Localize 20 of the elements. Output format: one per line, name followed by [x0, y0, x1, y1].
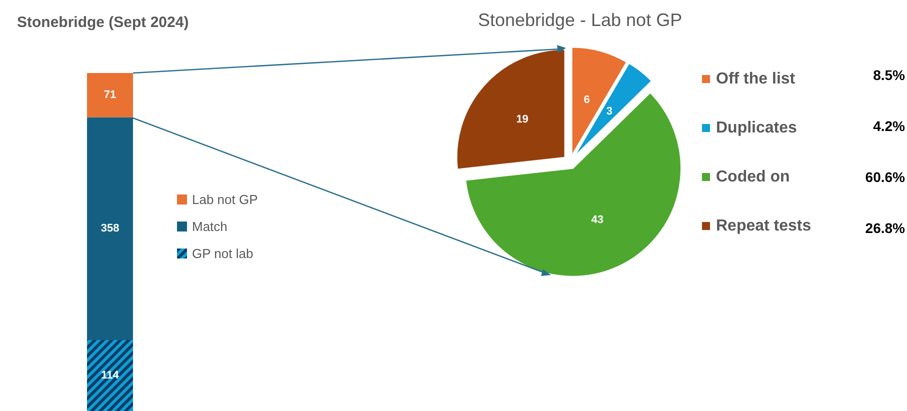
data-label: 114 — [101, 370, 120, 382]
legend-label: Match — [192, 219, 228, 234]
chart-title: Stonebridge - Lab not GP — [478, 10, 682, 30]
text: 60.6% — [865, 169, 906, 185]
chart-title: Stonebridge (Sept 2024) — [17, 14, 189, 31]
text: 26.8% — [865, 220, 906, 236]
legend-label: Coded on — [716, 168, 790, 186]
legend-label: GP not lab — [192, 246, 254, 261]
legend-label: Duplicates — [716, 120, 798, 136]
legend-label: Lab not GP — [192, 192, 258, 207]
legend-label: Repeat tests — [716, 218, 812, 234]
data-label: 358 — [100, 222, 120, 235]
legend-label: Off the list — [716, 70, 796, 88]
text: 4.2% — [873, 118, 906, 134]
data-label: 6 — [584, 94, 590, 106]
data-label: 3 — [606, 106, 612, 118]
data-label: 19 — [516, 113, 528, 126]
text: 8.5% — [873, 67, 906, 83]
data-label: 43 — [591, 214, 604, 226]
data-label: 71 — [104, 89, 116, 102]
